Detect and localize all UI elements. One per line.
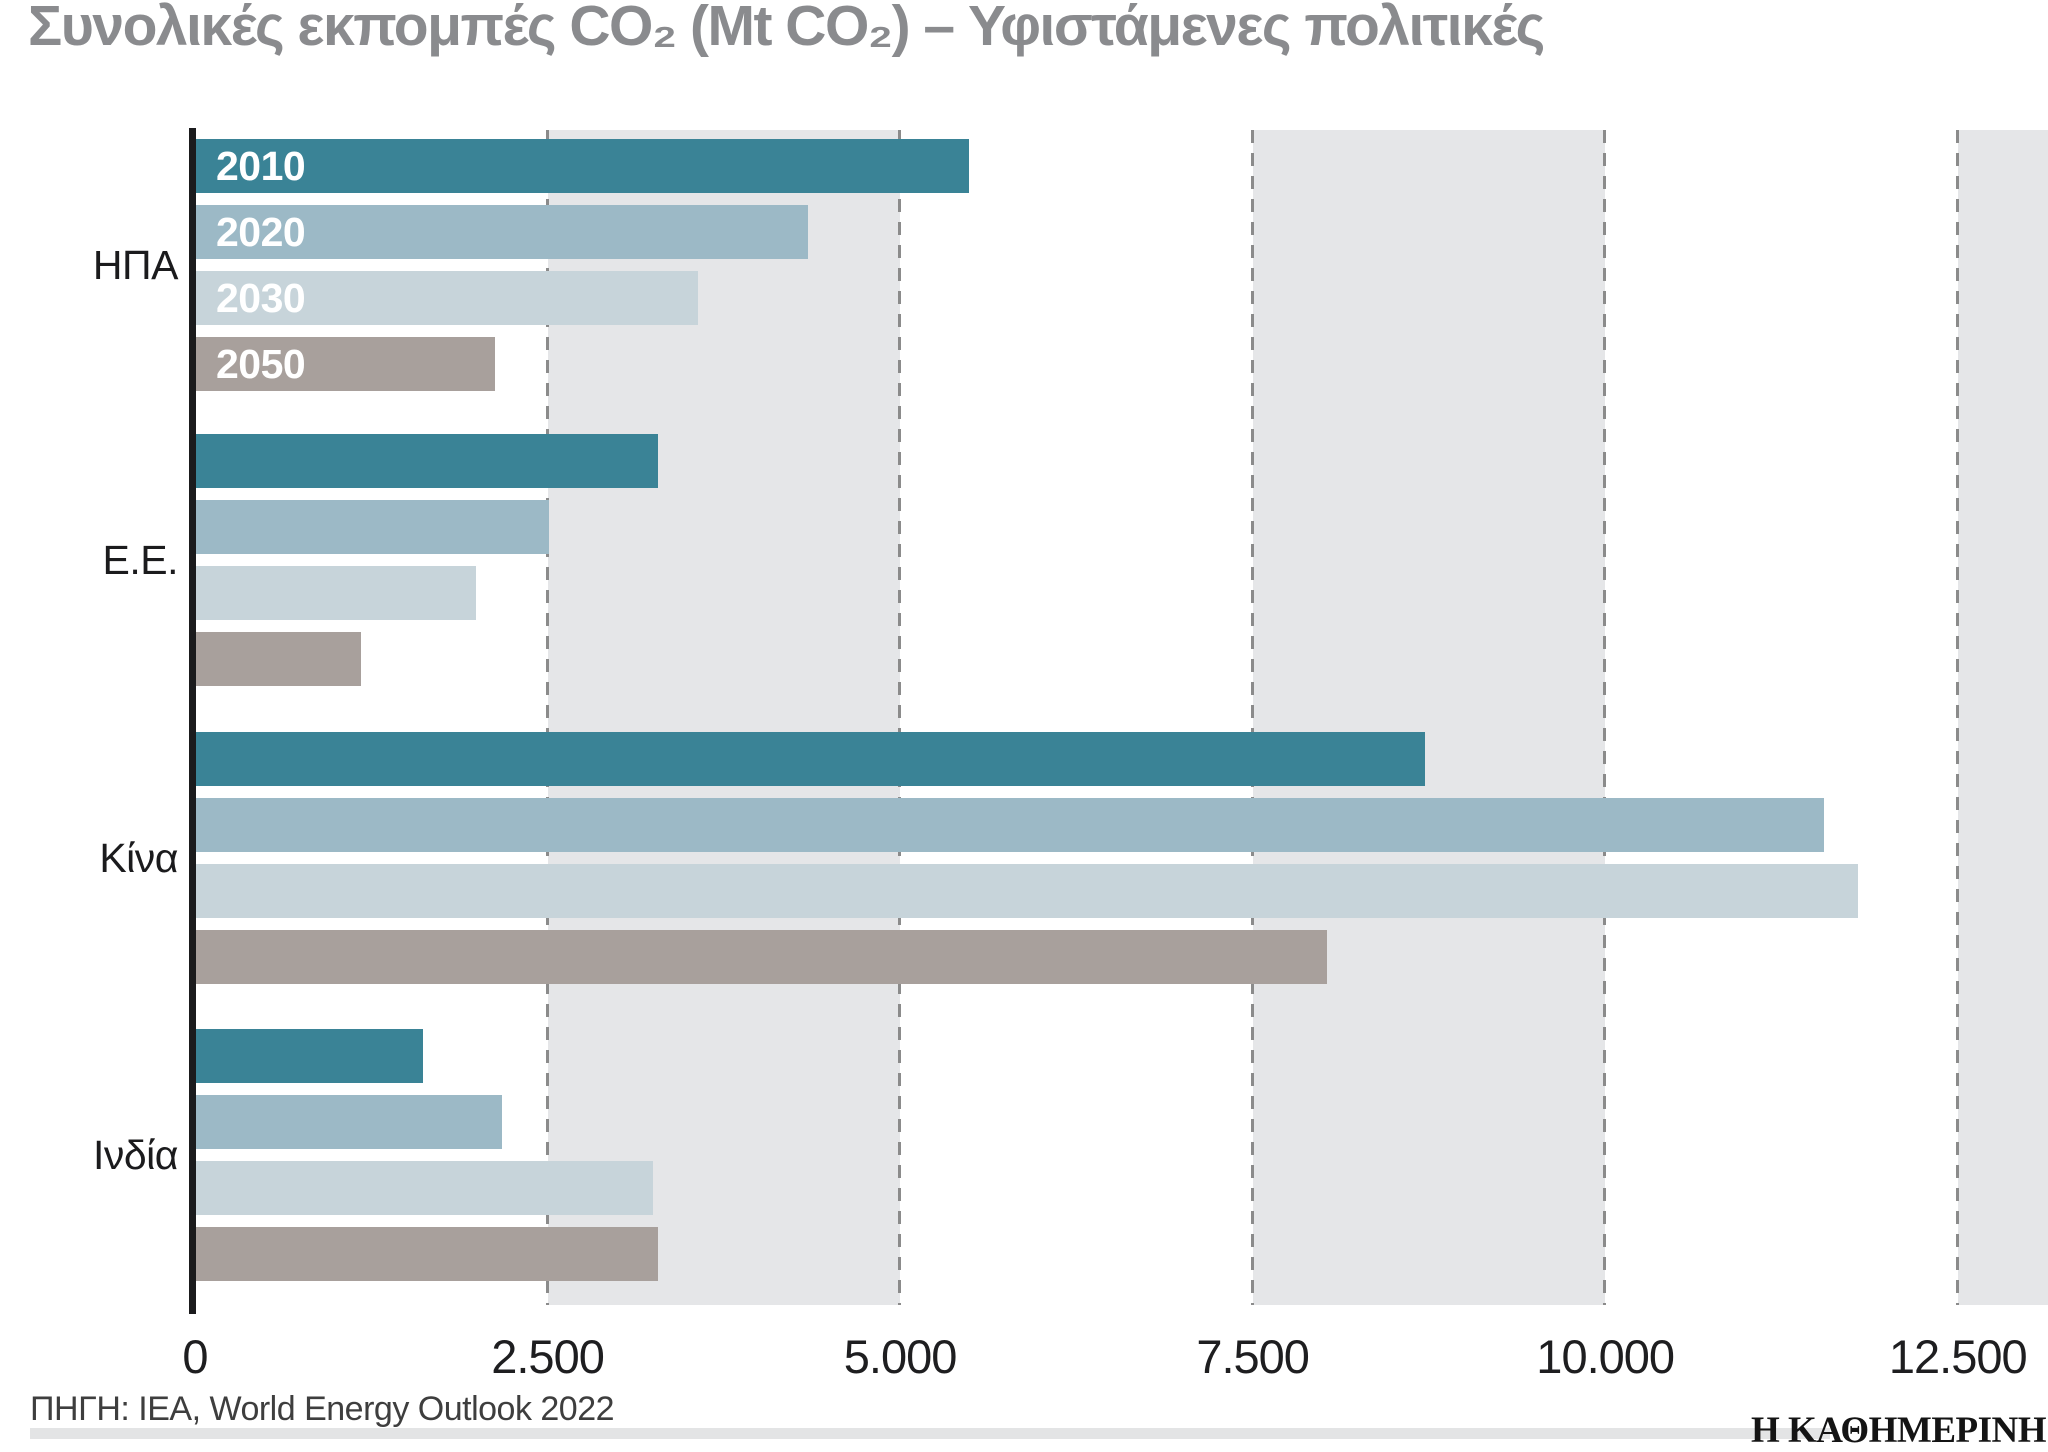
- x-axis-tick-labels: 0 2.500 5.000 7.500 10.000 12.500: [182, 1330, 2048, 1388]
- bar-india-2030: [195, 1161, 654, 1215]
- bar-india-2020: [195, 1095, 503, 1149]
- bar-eu-2030: [195, 566, 476, 620]
- bar-china-2050: [195, 930, 1328, 984]
- bar-china-2010: [195, 732, 1425, 786]
- series-label-2050: 2050: [216, 341, 306, 387]
- bar-eu-2020: [195, 500, 549, 554]
- bar-usa-2010: 2010: [195, 139, 970, 193]
- brand-logo: Η ΚΑΘΗΜΕΡΙΝΗ: [1750, 1410, 2047, 1451]
- bar-eu-2050: [195, 632, 362, 686]
- background-band-1: [1252, 130, 1606, 1305]
- series-label-2010: 2010: [216, 143, 306, 189]
- bar-usa-2050: 2050: [195, 337, 496, 391]
- x-tick-label-2500: 2.500: [491, 1330, 605, 1383]
- category-label-india: Ινδία: [92, 1132, 179, 1178]
- x-tick-label-10000: 10.000: [1536, 1330, 1675, 1383]
- bar-china-2020: [195, 798, 1824, 852]
- category-label-eu: Ε.Ε.: [102, 537, 179, 583]
- x-tick-label-7500: 7.500: [1196, 1330, 1310, 1383]
- bar-india-2050: [195, 1227, 658, 1281]
- gridline-7500: [1250, 130, 1254, 1305]
- gridline-5000: [898, 130, 902, 1305]
- x-tick-label-5000: 5.000: [843, 1330, 958, 1383]
- gridline-2500: [545, 130, 549, 1305]
- y-axis-line: [189, 128, 196, 1314]
- plot-area: 2010 2020 2030 2050: [195, 130, 2048, 1305]
- gridline-12500: [1955, 130, 1959, 1305]
- source-note: ΠΗΓΗ: IEA, World Energy Outlook 2022: [30, 1390, 615, 1428]
- footer-rule: [30, 1428, 1830, 1439]
- category-label-china: Κίνα: [99, 835, 178, 881]
- category-label-usa: ΗΠΑ: [92, 242, 179, 288]
- x-tick-label-12500: 12.500: [1888, 1330, 2028, 1383]
- gridline-10000: [1603, 130, 1607, 1305]
- bar-eu-2010: [195, 434, 658, 488]
- chart-title: Συνολικές εκπομπές CO₂ (Mt CO₂) – Υφιστά…: [28, 0, 1545, 58]
- category-labels: ΗΠΑ Ε.Ε. Κίνα Ινδία: [0, 130, 179, 1305]
- background-band-2: [1957, 130, 2048, 1305]
- bar-usa-2020: 2020: [195, 205, 809, 259]
- background-band-0: [547, 130, 901, 1305]
- series-label-2020: 2020: [216, 209, 306, 255]
- x-tick-label-0: 0: [182, 1330, 208, 1383]
- series-label-2030: 2030: [216, 275, 306, 321]
- bar-usa-2030: 2030: [195, 271, 699, 325]
- bar-india-2010: [195, 1029, 424, 1083]
- bar-china-2030: [195, 864, 1858, 918]
